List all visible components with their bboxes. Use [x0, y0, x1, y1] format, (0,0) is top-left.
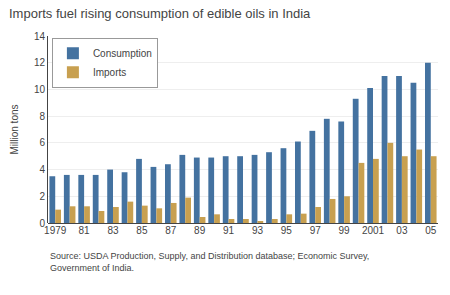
svg-text:1979: 1979 — [44, 225, 67, 236]
svg-text:99: 99 — [339, 225, 351, 236]
svg-text:95: 95 — [281, 225, 293, 236]
svg-text:87: 87 — [165, 225, 177, 236]
svg-text:12: 12 — [34, 57, 46, 68]
svg-text:89: 89 — [194, 225, 206, 236]
svg-text:8: 8 — [39, 111, 45, 122]
svg-text:2001: 2001 — [362, 225, 385, 236]
svg-text:85: 85 — [136, 225, 148, 236]
svg-text:4: 4 — [39, 164, 45, 175]
svg-text:Imports fuel rising consumptio: Imports fuel rising consumption of edibl… — [9, 6, 311, 21]
svg-text:97: 97 — [310, 225, 322, 236]
svg-text:81: 81 — [79, 225, 91, 236]
svg-text:03: 03 — [396, 225, 408, 236]
svg-text:Million tons: Million tons — [9, 104, 20, 154]
svg-text:91: 91 — [223, 225, 235, 236]
svg-text:0: 0 — [39, 218, 45, 229]
svg-text:Imports: Imports — [93, 67, 126, 78]
svg-text:Consumption: Consumption — [93, 48, 152, 59]
svg-text:05: 05 — [425, 225, 437, 236]
svg-text:6: 6 — [39, 137, 45, 148]
svg-text:14: 14 — [34, 31, 46, 42]
svg-text:93: 93 — [252, 225, 264, 236]
svg-text:10: 10 — [34, 84, 46, 95]
svg-text:83: 83 — [107, 225, 119, 236]
svg-text:2: 2 — [39, 191, 45, 202]
svg-text:Source: USDA Production, Suppl: Source: USDA Production, Supply, and Dis… — [50, 251, 369, 273]
